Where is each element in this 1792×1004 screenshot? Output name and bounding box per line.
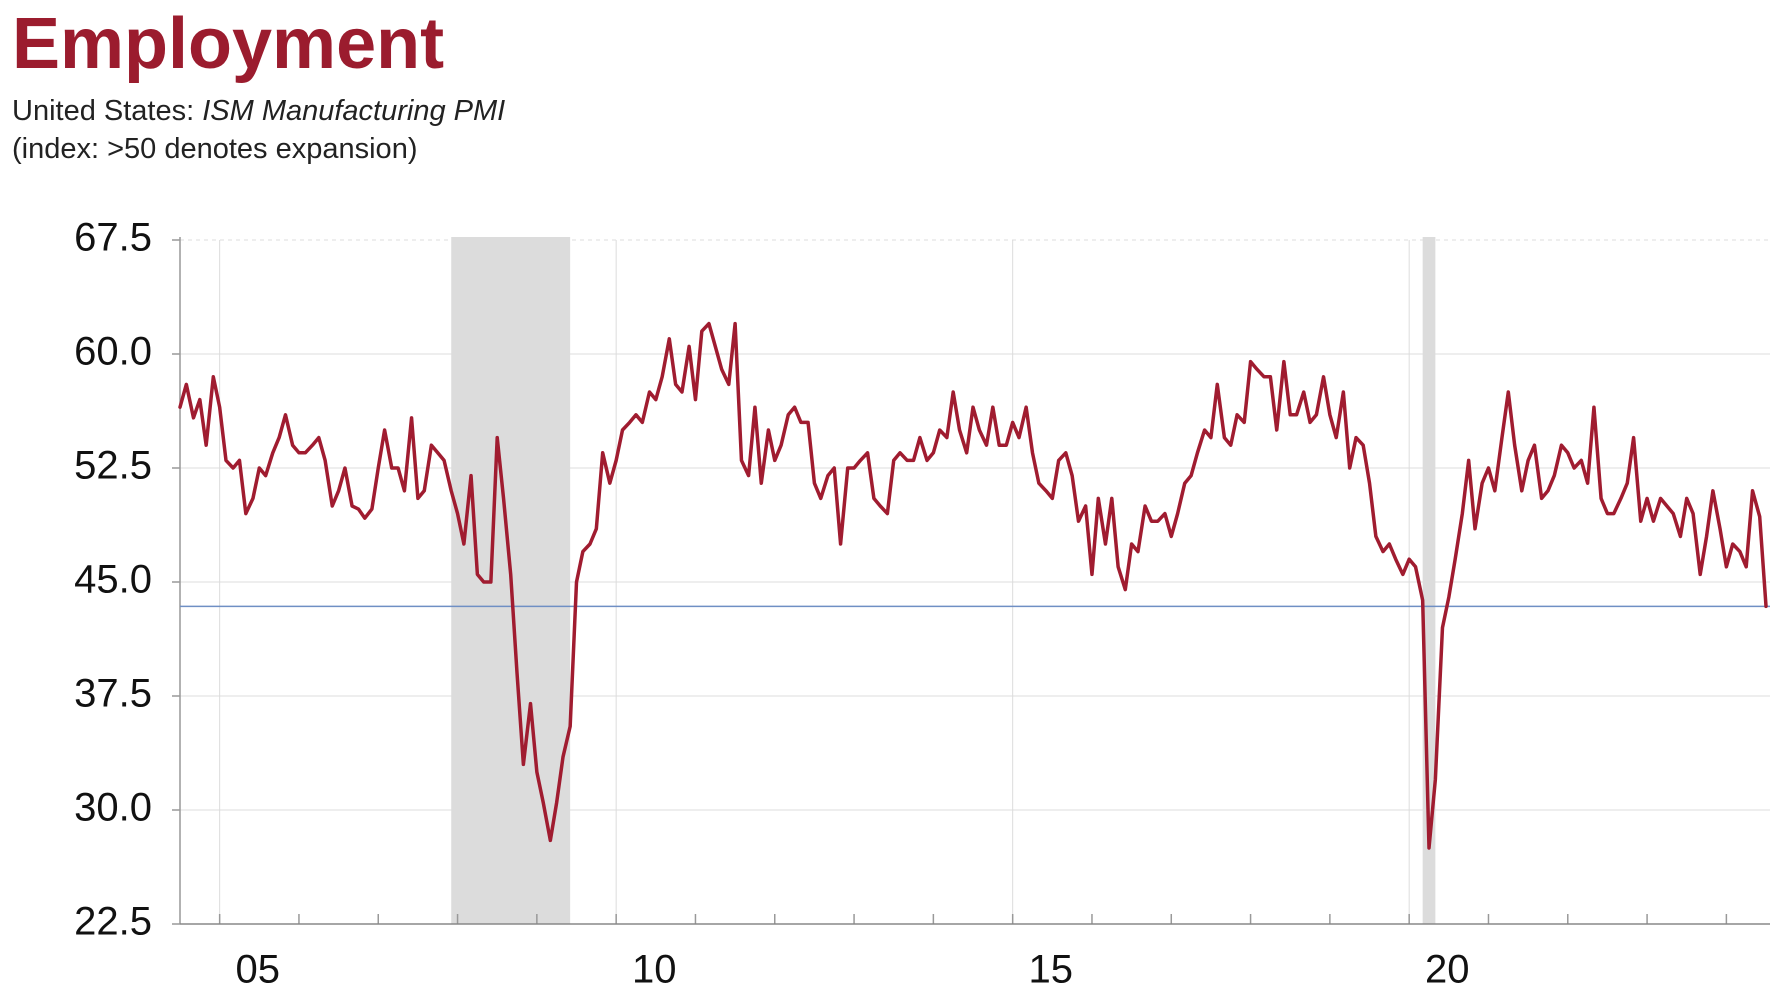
y-tick-label: 67.5 [74,216,152,260]
y-tick-label: 45.0 [74,558,152,602]
x-tick-label: 10 [632,948,677,992]
y-tick-label: 30.0 [74,786,152,830]
y-tick-label: 37.5 [74,672,152,716]
chart-title: Employment [12,4,444,84]
chart-subtitle: United States: ISM Manufacturing PMI [12,95,505,127]
subtitle-series: ISM Manufacturing PMI [202,95,505,127]
y-tick-label: 52.5 [74,444,152,488]
x-tick-label: 20 [1425,948,1470,992]
y-tick-label: 60.0 [74,330,152,374]
x-tick-label: 05 [235,948,280,992]
subtitle-region: United States: [12,95,194,127]
y-tick-label: 22.5 [74,900,152,944]
chart-note: (index: >50 denotes expansion) [12,133,417,165]
x-tick-label: 15 [1028,948,1073,992]
data-line [178,321,1768,850]
